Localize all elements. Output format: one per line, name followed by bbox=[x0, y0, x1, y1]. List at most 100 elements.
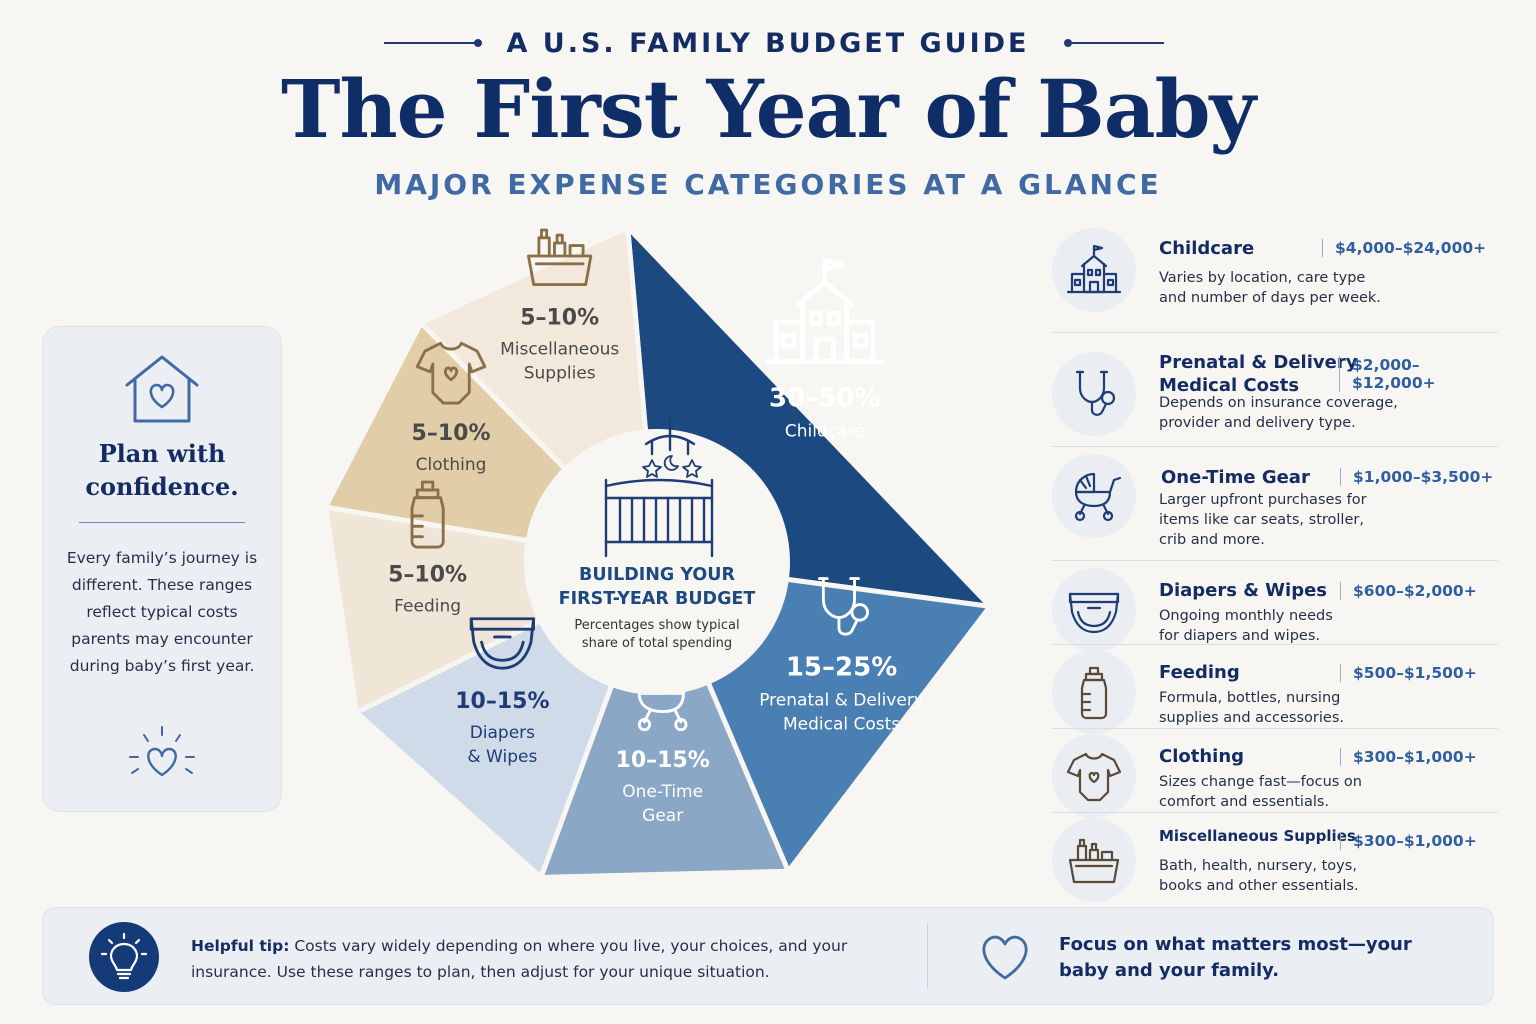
category-description: Formula, bottles, nursing supplies and ac… bbox=[1159, 688, 1344, 728]
page-title: The First Year of Baby bbox=[280, 62, 1256, 156]
category-description-line: supplies and accessories. bbox=[1159, 710, 1344, 726]
slice-category-label: Diapers bbox=[470, 723, 535, 743]
category-description-line: Varies by location, care type bbox=[1159, 270, 1366, 286]
heart-icon bbox=[982, 935, 1028, 980]
category-description-line: provider and delivery type. bbox=[1159, 415, 1356, 431]
plan-card-body-line: parents may encounter bbox=[71, 630, 253, 648]
category-separator bbox=[1052, 644, 1498, 645]
crib-icon bbox=[604, 416, 714, 558]
slice-percent-label: 15–25% bbox=[786, 653, 897, 683]
slice-percent-label: 30–50% bbox=[769, 384, 880, 414]
stethoscope-icon bbox=[818, 577, 869, 636]
category-description: Bath, health, nursery, toys, books and ot… bbox=[1159, 856, 1359, 896]
category-name-line: Medical Costs bbox=[1159, 375, 1300, 396]
category-separator bbox=[1052, 728, 1498, 729]
category-name: Clothing bbox=[1159, 745, 1244, 768]
category-separator bbox=[1052, 446, 1498, 447]
kicker-dot-right bbox=[1064, 39, 1072, 47]
focus-message: Focus on what matters most—your baby and… bbox=[1059, 932, 1419, 984]
category-description-line: books and other essentials. bbox=[1159, 878, 1359, 894]
category-description-line: comfort and essentials. bbox=[1159, 794, 1330, 810]
sparkle-heart-icon bbox=[129, 726, 195, 777]
house-heart-icon bbox=[125, 355, 199, 423]
center-note-line: share of total spending bbox=[582, 636, 732, 651]
schoolhouse-icon bbox=[1066, 244, 1122, 294]
category-separator bbox=[1052, 560, 1498, 561]
plan-card: Plan with confidence. Every family’s jou… bbox=[42, 326, 282, 812]
category-icon-circle bbox=[1052, 454, 1136, 538]
slice-category-label: Childcare bbox=[785, 422, 865, 442]
category-description-line: Depends on insurance coverage, bbox=[1159, 395, 1398, 411]
stethoscope-icon bbox=[1075, 370, 1116, 416]
category-description: Depends on insurance coverage, provider a… bbox=[1159, 393, 1398, 433]
category-name-line: Prenatal & Delivery bbox=[1159, 352, 1358, 373]
center-title-line: BUILDING YOUR bbox=[579, 565, 735, 585]
category-name-line: Feeding bbox=[1159, 662, 1240, 683]
category-icon-circle bbox=[1052, 734, 1136, 818]
category-separator bbox=[1052, 812, 1498, 813]
category-amount: $2,000–$12,000+ bbox=[1339, 356, 1498, 392]
budget-donut-chart: 30–50% Childcare 15–25% Prenatal & Delivery… bbox=[321, 220, 997, 882]
slice-category-label: & Wipes bbox=[467, 747, 537, 767]
tip-bar: Helpful tip: Costs vary widely depending… bbox=[42, 907, 1494, 1005]
category-description-line: crib and more. bbox=[1159, 532, 1265, 548]
category-description-line: for diapers and wipes. bbox=[1159, 628, 1320, 644]
baby-bottle-icon bbox=[410, 480, 445, 549]
category-icon-circle bbox=[1052, 228, 1136, 312]
category-description: Larger upfront purchases for items like c… bbox=[1159, 490, 1367, 550]
slice-category-label: Miscellaneous bbox=[500, 339, 619, 359]
category-name-line: Childcare bbox=[1159, 238, 1255, 259]
kicker-dot-left bbox=[474, 39, 482, 47]
category-amount: $300–$1,000+ bbox=[1340, 748, 1477, 766]
category-name-line: Miscellaneous Supplies bbox=[1159, 827, 1356, 845]
category-description-line: Ongoing monthly needs bbox=[1159, 608, 1333, 624]
slice-category-label: One-Time bbox=[622, 782, 703, 802]
category-amount: $600–$2,000+ bbox=[1340, 582, 1477, 600]
plan-card-body-line: different. These ranges bbox=[71, 576, 253, 594]
category-name-line: One-Time Gear bbox=[1161, 467, 1310, 488]
category-description: Sizes change fast—focus on comfort and es… bbox=[1159, 772, 1362, 812]
onesie-icon bbox=[415, 341, 487, 405]
kicker-rule-right bbox=[1072, 42, 1164, 44]
focus-line: baby and your family. bbox=[1059, 960, 1280, 981]
category-name-line: Diapers & Wipes bbox=[1159, 580, 1328, 601]
category-amount: $300–$1,000+ bbox=[1340, 832, 1477, 850]
page-subtitle: MAJOR EXPENSE CATEGORIES AT A GLANCE bbox=[374, 168, 1162, 201]
slice-category-label: Gear bbox=[642, 806, 683, 826]
category-name: Miscellaneous Supplies bbox=[1159, 825, 1356, 848]
category-name-line: Clothing bbox=[1159, 746, 1245, 767]
plan-card-divider bbox=[79, 522, 245, 523]
slice-category-label: Medical Costs bbox=[783, 715, 900, 735]
slice-percent-label: 5–10% bbox=[412, 421, 491, 446]
category-name: One-Time Gear bbox=[1161, 466, 1310, 489]
plan-card-body: Every family’s journey is different. The… bbox=[57, 545, 267, 680]
category-icon-circle bbox=[1052, 568, 1136, 652]
category-description: Varies by location, care type and number … bbox=[1159, 268, 1381, 308]
tip-line: Costs vary widely depending on where you… bbox=[294, 937, 848, 955]
category-name: Feeding bbox=[1159, 661, 1240, 684]
slice-percent-label: 10–15% bbox=[616, 748, 710, 773]
stroller-icon bbox=[1074, 472, 1122, 522]
donut-hole bbox=[524, 429, 790, 695]
plan-card-body-line: during baby’s first year. bbox=[69, 657, 255, 675]
tip-divider bbox=[927, 924, 928, 988]
category-description-line: Bath, health, nursery, toys, bbox=[1159, 858, 1357, 874]
basket-icon bbox=[527, 228, 593, 287]
basket-icon bbox=[1068, 838, 1120, 884]
category-name: Childcare bbox=[1159, 237, 1254, 260]
category-name: Diapers & Wipes bbox=[1159, 579, 1327, 602]
slice-category-label: Supplies bbox=[524, 363, 596, 383]
tip-line: insurance. Use these ranges to plan, the… bbox=[191, 963, 770, 981]
category-name: Prenatal & Delivery Medical Costs bbox=[1159, 351, 1357, 397]
onesie-icon bbox=[1066, 752, 1122, 802]
category-amount: $1,000–$3,500+ bbox=[1340, 468, 1493, 486]
category-icon-circle bbox=[1052, 818, 1136, 902]
slice-percent-label: 10–15% bbox=[455, 689, 549, 714]
slice-percent-label: 5–10% bbox=[388, 563, 467, 588]
category-separator bbox=[1052, 332, 1498, 333]
baby-bottle-icon bbox=[1080, 666, 1108, 720]
category-icon-circle bbox=[1052, 352, 1136, 436]
plan-card-title: Plan with confidence. bbox=[43, 437, 281, 503]
category-amount: $4,000–$24,000+ bbox=[1322, 239, 1486, 257]
kicker: A U.S. FAMILY BUDGET GUIDE bbox=[506, 28, 1030, 59]
